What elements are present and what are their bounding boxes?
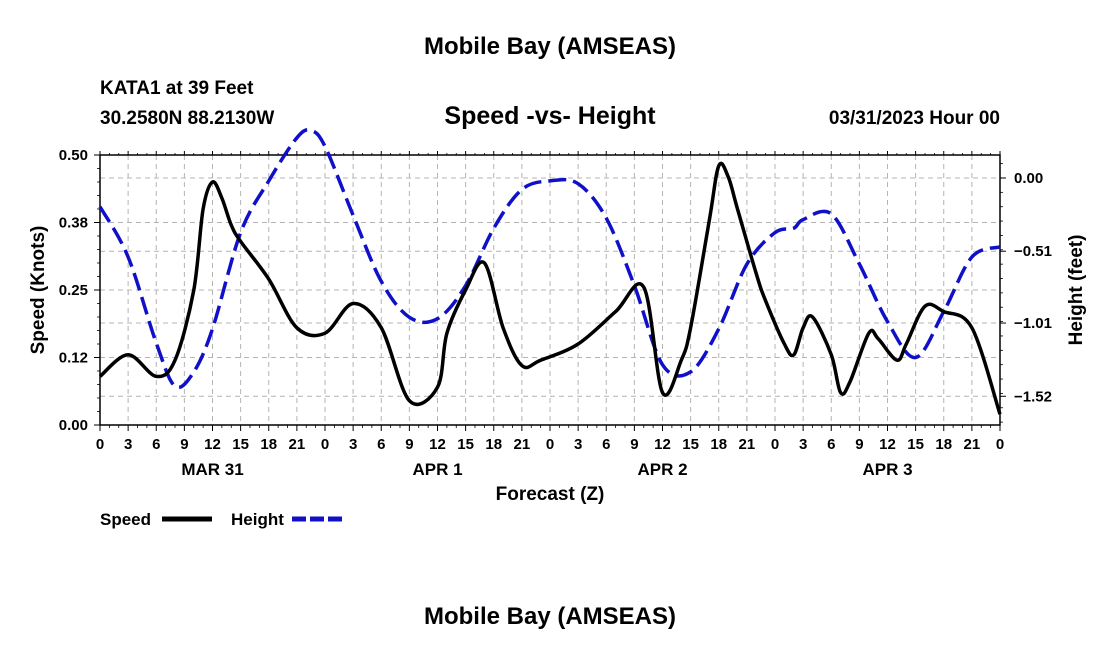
x-tick-label: 0 <box>771 436 779 453</box>
date-label: APR 2 <box>637 460 687 479</box>
gridlines <box>100 155 1000 425</box>
x-tick-label: 3 <box>799 436 807 453</box>
x-tick-label: 18 <box>260 436 277 453</box>
y2-tick-label: −1.52 <box>1014 388 1052 405</box>
footer-title: Mobile Bay (AMSEAS) <box>424 603 676 630</box>
x-tick-label: 3 <box>349 436 357 453</box>
y-tick-label: 0.00 <box>59 417 88 434</box>
x-tick-label: 0 <box>321 436 329 453</box>
legend: Speed Height <box>100 510 342 529</box>
x-tick-label: 6 <box>152 436 160 453</box>
y-tick-label: 0.12 <box>59 350 88 367</box>
y-tick-label: 0.38 <box>59 215 88 232</box>
station-label: KATA1 at 39 Feet <box>100 78 254 99</box>
x-tick-label: 12 <box>429 436 446 453</box>
x-tick-label: 12 <box>204 436 221 453</box>
y2-tick-label: −0.51 <box>1014 243 1052 260</box>
x-tick-label: 6 <box>827 436 835 453</box>
date-label: MAR 31 <box>181 460 243 479</box>
height-series-line <box>98 128 1001 390</box>
x-tick-label: 6 <box>377 436 385 453</box>
y2-tick-label: 0.00 <box>1014 170 1043 187</box>
y-tick-label: 0.50 <box>59 147 88 164</box>
x-tick-label: 21 <box>739 436 756 453</box>
x-tick-label: 18 <box>935 436 952 453</box>
x-tick-label: 18 <box>485 436 502 453</box>
x-tick-label: 15 <box>682 436 699 453</box>
x-tick-label: 9 <box>180 436 188 453</box>
x-tick-label: 0 <box>546 436 554 453</box>
x-tick-label: 12 <box>654 436 671 453</box>
x-tick-label: 9 <box>630 436 638 453</box>
date-label: APR 3 <box>862 460 912 479</box>
legend-speed-label: Speed <box>100 510 151 529</box>
x-tick-label: 21 <box>514 436 531 453</box>
x-tick-label: 21 <box>964 436 981 453</box>
x-tick-label: 0 <box>96 436 104 453</box>
y-tick-label: 0.25 <box>59 282 88 299</box>
x-tick-label: 15 <box>457 436 474 453</box>
legend-height-label: Height <box>231 510 284 529</box>
chart-title: Speed -vs- Height <box>444 102 656 130</box>
x-tick-label: 15 <box>907 436 924 453</box>
axes: 0 3 6 9 12 15 18 21 0 3 6 9 12 15 18 21 0 3 6 9 12 15 18 21 0 3 6 9… <box>59 147 1052 479</box>
page-title: Mobile Bay (AMSEAS) <box>424 33 676 60</box>
y-axis-title: Speed (Knots) <box>28 226 49 355</box>
x-tick-label: 3 <box>574 436 582 453</box>
y2-tick-label: −1.01 <box>1014 315 1052 332</box>
x-tick-label: 18 <box>710 436 727 453</box>
forecast-date: 03/31/2023 Hour 00 <box>829 108 1000 129</box>
x-tick-label: 0 <box>996 436 1004 453</box>
speed-series-line <box>98 161 1002 415</box>
x-tick-label: 12 <box>879 436 896 453</box>
x-axis-title: Forecast (Z) <box>496 484 605 505</box>
x-tick-label: 9 <box>855 436 863 453</box>
x-tick-label: 3 <box>124 436 132 453</box>
coordinates-label: 30.2580N 88.2130W <box>100 108 274 129</box>
x-tick-label: 21 <box>289 436 306 453</box>
x-tick-label: 6 <box>602 436 610 453</box>
series-lines <box>98 128 1002 415</box>
x-tick-label: 9 <box>405 436 413 453</box>
x-tick-label: 15 <box>232 436 249 453</box>
y2-axis-title: Height (feet) <box>1066 235 1087 346</box>
date-label: APR 1 <box>412 460 462 479</box>
